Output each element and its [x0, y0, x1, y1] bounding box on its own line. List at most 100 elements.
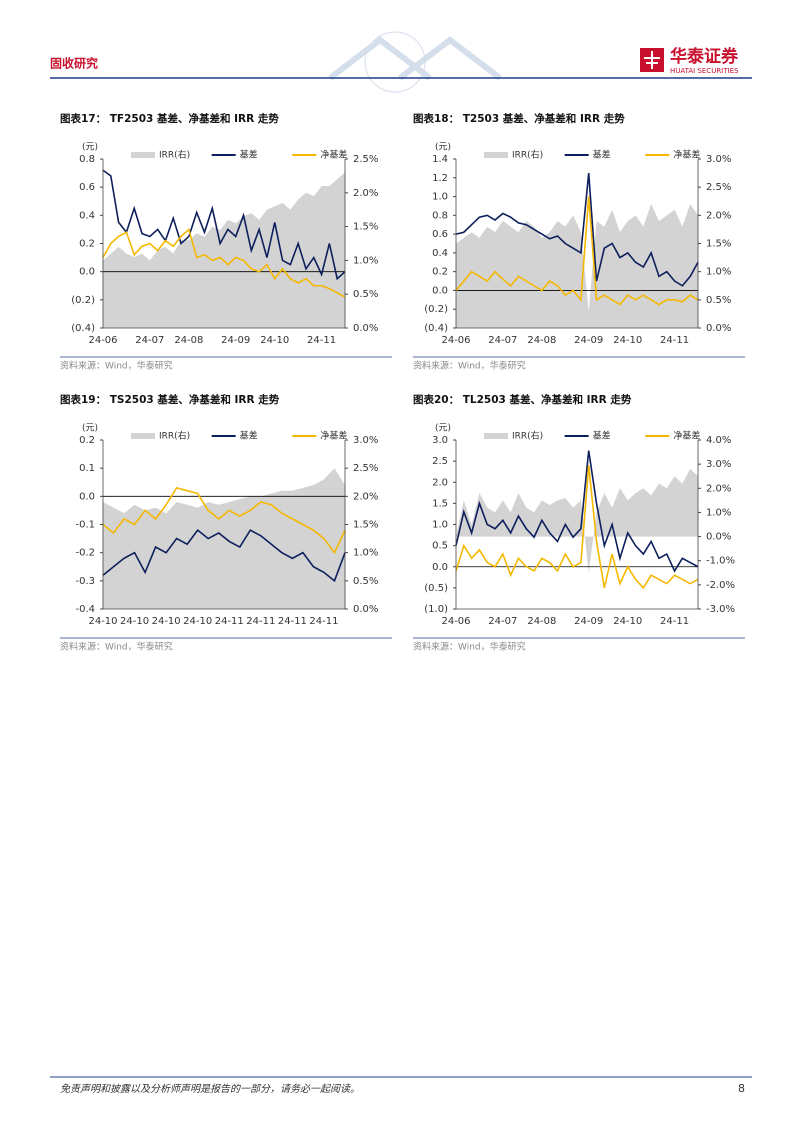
- y-tick-label: (0.2): [71, 295, 95, 306]
- x-tick-label: 24-11: [278, 616, 307, 627]
- y-unit: (元): [82, 424, 98, 434]
- x-tick-label: 24-11: [307, 335, 336, 346]
- y2-tick-label: 1.5%: [706, 239, 731, 250]
- y-tick-label: (0.2): [424, 304, 448, 315]
- legend-label: IRR(右): [159, 430, 190, 442]
- series-line: [102, 486, 346, 555]
- page-number: 8: [738, 1082, 745, 1095]
- y-tick-label: -0.2: [75, 548, 95, 559]
- y-tick-label: -0.3: [75, 576, 95, 587]
- legend-swatch: [484, 152, 508, 158]
- x-tick-label: 24-10: [120, 616, 149, 627]
- series-line: [102, 169, 346, 281]
- y-tick-label: 0.6: [432, 229, 448, 240]
- y2-tick-label: -1.0%: [706, 556, 735, 567]
- irr-area: [456, 204, 698, 328]
- y2-tick-label: 0.5%: [353, 576, 378, 587]
- brand: 华泰证券: [670, 46, 739, 67]
- y-tick-label: 0.2: [432, 267, 448, 278]
- y2-tick-label: 2.0%: [353, 491, 378, 502]
- y2-tick-label: 0.0%: [353, 323, 378, 334]
- y-tick-label: 0.0: [79, 267, 95, 278]
- x-tick-label: 24-10: [613, 335, 642, 346]
- y-tick-label: (1.0): [424, 604, 448, 615]
- y2-tick-label: 0.0%: [706, 323, 731, 334]
- y-tick-label: (0.5): [424, 583, 448, 594]
- y2-tick-label: 4.0%: [706, 435, 731, 446]
- series-line: [455, 450, 699, 573]
- legend-swatch: [131, 433, 155, 439]
- y2-tick-label: 0.0%: [706, 532, 731, 543]
- chart-title: 图表18： T2503 基差、净基差和 IRR 走势: [413, 112, 625, 125]
- y2-tick-label: 1.0%: [353, 548, 378, 559]
- legend-label: IRR(右): [512, 149, 543, 161]
- x-tick-label: 24-10: [260, 335, 289, 346]
- chart-title: 图表19： TS2503 基差、净基差和 IRR 走势: [60, 393, 280, 406]
- legend-label: 基差: [240, 149, 258, 161]
- x-tick-label: 24-07: [135, 335, 164, 346]
- x-tick-label: 24-11: [660, 335, 689, 346]
- y-tick-label: 0.2: [79, 239, 95, 250]
- logo-glyph: [644, 51, 660, 69]
- x-tick-label: 24-09: [221, 335, 250, 346]
- x-tick-label: 24-11: [215, 616, 244, 627]
- legend-label: 净基差: [673, 430, 700, 442]
- y-tick-label: 0.6: [79, 182, 95, 193]
- y-tick-label: 0.0: [432, 562, 448, 573]
- brand-en: HUATAI SECURITIES: [670, 67, 739, 75]
- y-tick-label: 3.0: [432, 435, 448, 446]
- y-tick-label: 0.1: [79, 463, 95, 474]
- y2-tick-label: -2.0%: [706, 580, 735, 591]
- legend-label: 净基差: [320, 430, 347, 442]
- irr-area: [456, 468, 698, 573]
- x-tick-label: 24-10: [88, 616, 117, 627]
- section-label: 固收研究: [50, 56, 98, 71]
- x-tick-label: 24-08: [174, 335, 203, 346]
- y-tick-label: 2.0: [432, 477, 448, 488]
- header-graphic: [328, 31, 502, 93]
- y2-tick-label: -3.0%: [706, 604, 735, 615]
- y2-tick-label: 3.0%: [706, 154, 731, 165]
- x-tick-label: 24-09: [574, 616, 603, 627]
- y2-tick-label: 3.0%: [706, 459, 731, 470]
- x-tick-label: 24-09: [574, 335, 603, 346]
- y2-tick-label: 0.0%: [353, 604, 378, 615]
- y-tick-label: 0.8: [432, 210, 448, 221]
- y2-tick-label: 3.0%: [353, 435, 378, 446]
- y2-tick-label: 1.0%: [706, 267, 731, 278]
- y2-tick-label: 0.5%: [353, 289, 378, 300]
- series-line: [455, 465, 699, 590]
- y-unit: (元): [435, 143, 451, 153]
- y-tick-label: -0.4: [75, 604, 95, 615]
- y-tick-label: 1.0: [432, 520, 448, 531]
- x-tick-label: 24-06: [88, 335, 117, 346]
- source: 资料来源：Wind，华泰研究: [60, 360, 173, 372]
- y-tick-label: 1.5: [432, 498, 448, 509]
- series-line: [102, 528, 346, 583]
- irr-area: [103, 172, 345, 328]
- x-tick-label: 24-07: [488, 616, 517, 627]
- y-tick-label: (0.4): [71, 323, 95, 334]
- y2-tick-label: 2.5%: [706, 182, 731, 193]
- y-tick-label: 2.5: [432, 456, 448, 467]
- x-tick-label: 24-08: [527, 335, 556, 346]
- y2-tick-label: 2.5%: [353, 154, 378, 165]
- y-tick-label: 0.4: [79, 210, 95, 221]
- chart-title: 图表17： TF2503 基差、净基差和 IRR 走势: [60, 112, 279, 125]
- y2-tick-label: 2.0%: [706, 483, 731, 494]
- disclaimer: 免责声明和披露以及分析师声明是报告的一部分，请务必一起阅读。: [60, 1083, 360, 1095]
- y-tick-label: 1.2: [432, 173, 448, 184]
- legend-label: 基差: [593, 149, 611, 161]
- x-tick-label: 24-10: [613, 616, 642, 627]
- legend-label: 净基差: [673, 149, 700, 161]
- y2-tick-label: 1.5%: [353, 520, 378, 531]
- series-line: [455, 196, 699, 306]
- series-line: [455, 173, 699, 287]
- y2-tick-label: 2.0%: [706, 210, 731, 221]
- y2-tick-label: 2.5%: [353, 463, 378, 474]
- source: 资料来源：Wind，华泰研究: [413, 641, 526, 653]
- y2-tick-label: 2.0%: [353, 188, 378, 199]
- x-tick-label: 24-11: [309, 616, 338, 627]
- y-tick-label: 0.2: [79, 435, 95, 446]
